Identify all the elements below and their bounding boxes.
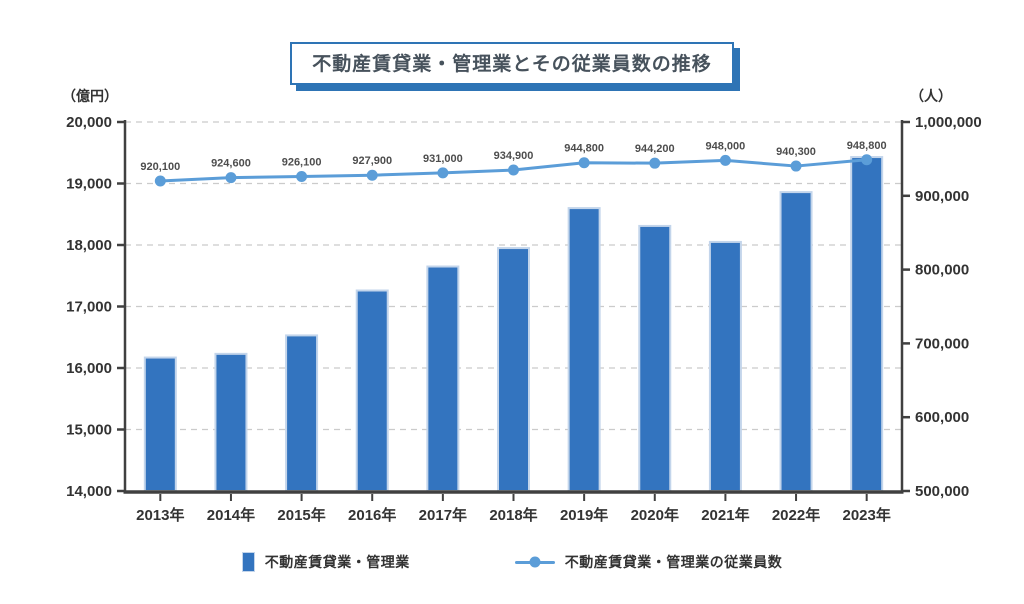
bar-2019年 <box>567 207 601 492</box>
x-axis-label-2019年: 2019年 <box>560 506 608 524</box>
left-axis-tick-label: 17,000 <box>66 299 112 316</box>
x-axis-label-2013年: 2013年 <box>136 506 184 524</box>
left-axis-tick-label: 20,000 <box>66 114 112 131</box>
x-axis-label-2021年: 2021年 <box>701 506 749 524</box>
bar-series-swatch-icon <box>241 552 255 572</box>
bar-2018年 <box>497 247 530 492</box>
left-axis-tick-label: 15,000 <box>66 422 112 439</box>
line-point-2013年 <box>154 175 166 187</box>
bar-2013年 <box>143 356 177 493</box>
x-axis-label-2014年: 2014年 <box>207 506 255 524</box>
point-label-2019年: 944,800 <box>564 143 604 155</box>
x-axis-label-2023年: 2023年 <box>842 506 890 524</box>
bar-2017年 <box>426 265 460 492</box>
point-label-2016年: 927,900 <box>352 155 392 167</box>
point-label-2013年: 920,100 <box>140 161 180 173</box>
line-point-2016年 <box>366 169 378 181</box>
line-point-2022年 <box>790 160 802 172</box>
right-axis-tick-label: 600,000 <box>915 409 969 426</box>
right-axis-tick-label: 1,000,000 <box>915 114 982 131</box>
right-axis-unit-label: （人） <box>910 88 952 104</box>
bar-2016年 <box>355 289 389 493</box>
right-axis-tick-label: 800,000 <box>915 262 969 279</box>
point-label-2022年: 940,300 <box>776 146 816 158</box>
point-label-2020年: 944,200 <box>635 143 675 155</box>
left-axis-tick-label: 16,000 <box>66 360 112 377</box>
point-label-2018年: 934,900 <box>494 150 534 162</box>
line-series-legend-label: 不動産賃貸業・管理業の従業員数 <box>564 554 783 570</box>
chart-title: 不動産賃貸業・管理業とその従業員数の推移 <box>290 42 734 85</box>
bar-2015年 <box>285 334 319 492</box>
line-series-dot-icon <box>529 556 541 568</box>
line-point-2020年 <box>649 157 661 169</box>
left-axis-tick-label: 14,000 <box>66 483 112 500</box>
line-point-2017年 <box>437 167 449 179</box>
line-point-2018年 <box>508 164 519 176</box>
left-axis-unit-label: （億円） <box>62 88 118 104</box>
right-axis-tick-label: 500,000 <box>915 483 969 500</box>
point-label-2021年: 948,000 <box>706 140 746 152</box>
bar-2021年 <box>708 240 742 492</box>
x-axis-label-2016年: 2016年 <box>348 506 396 524</box>
title-container: 不動産賃貸業・管理業とその従業員数の推移 <box>0 42 1024 85</box>
bar-series-legend-label: 不動産賃貸業・管理業 <box>264 554 410 570</box>
x-axis-label-2018年: 2018年 <box>489 506 537 524</box>
legend-item-bar-series: 不動産賃貸業・管理業 <box>241 552 410 572</box>
right-axis-tick-label: 700,000 <box>915 335 969 352</box>
point-label-2014年: 924,600 <box>211 158 251 170</box>
line-series-swatch-icon <box>514 556 555 568</box>
left-axis-tick-label: 18,000 <box>66 237 112 254</box>
left-axis-tick-label: 19,000 <box>66 176 112 193</box>
x-axis-label-2015年: 2015年 <box>277 506 325 524</box>
legend-item-line-series: 不動産賃貸業・管理業の従業員数 <box>514 552 783 572</box>
x-axis-label-2017年: 2017年 <box>419 506 467 524</box>
line-point-2021年 <box>719 154 731 166</box>
x-axis-label-2020年: 2020年 <box>631 506 679 524</box>
point-label-2023年: 948,800 <box>847 140 887 152</box>
bar-2020年 <box>638 224 672 492</box>
line-point-2023年 <box>861 154 873 166</box>
line-point-2015年 <box>296 171 308 183</box>
point-label-2017年: 931,000 <box>423 153 463 165</box>
line-point-2019年 <box>578 157 590 169</box>
x-axis-label-2022年: 2022年 <box>772 506 820 524</box>
bar-2014年 <box>214 352 248 493</box>
line-point-2014年 <box>225 172 237 184</box>
bar-2022年 <box>779 191 813 493</box>
chart-legend: 不動産賃貸業・管理業 不動産賃貸業・管理業の従業員数 <box>0 552 1024 572</box>
bar-2023年 <box>850 156 884 492</box>
point-label-2015年: 926,100 <box>282 157 322 169</box>
right-axis-tick-label: 900,000 <box>915 188 969 205</box>
